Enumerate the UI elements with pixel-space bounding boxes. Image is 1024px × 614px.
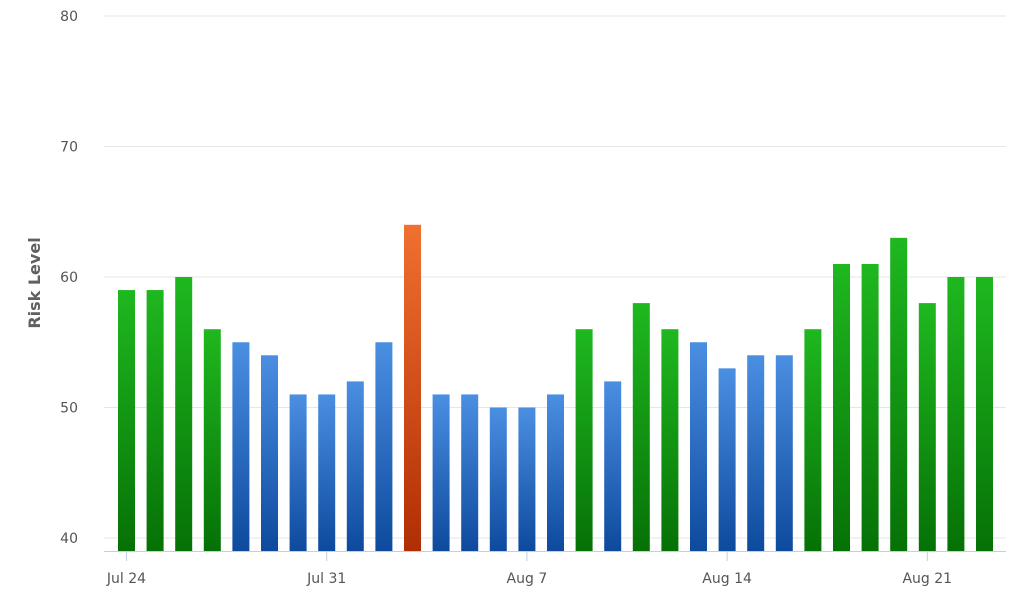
- bar: [861, 263, 879, 552]
- bar: [404, 224, 421, 552]
- bar: [175, 277, 193, 552]
- bar: [661, 329, 679, 552]
- bar: [833, 263, 850, 552]
- bar: [261, 355, 278, 552]
- x-axis-ticks: Jul 24 Jul 31 Aug 7 Aug 14 Aug 21: [106, 551, 952, 587]
- bar: [718, 368, 736, 552]
- bar: [289, 394, 307, 552]
- bars: [118, 224, 993, 552]
- y-tick-label: 50: [60, 401, 78, 417]
- y-tick-label: 40: [60, 531, 78, 547]
- x-tick-label: Jul 24: [106, 571, 146, 587]
- bar: [775, 355, 793, 552]
- bar: [146, 290, 164, 552]
- bar: [346, 381, 364, 552]
- x-tick-label: Aug 7: [507, 571, 548, 587]
- bar: [976, 277, 993, 552]
- bar: [690, 342, 707, 552]
- bar: [518, 407, 536, 552]
- bar: [604, 381, 622, 552]
- bar: [375, 342, 393, 552]
- x-tick-label: Aug 21: [902, 571, 952, 587]
- bar: [118, 290, 135, 552]
- y-tick-label: 70: [60, 140, 78, 156]
- bar: [461, 394, 479, 552]
- bar: [804, 329, 822, 552]
- bar: [489, 407, 507, 552]
- y-tick-label: 80: [60, 9, 78, 25]
- grid-lines: [104, 15, 1006, 539]
- x-tick-label: Aug 14: [702, 571, 752, 587]
- y-tick-label: 60: [60, 270, 78, 286]
- bar: [947, 277, 965, 552]
- bar: [232, 342, 250, 552]
- bar: [547, 394, 564, 552]
- bar: [575, 329, 593, 552]
- bar: [632, 303, 650, 552]
- y-axis-ticks: 40 50 60 70 80: [60, 9, 78, 547]
- bar: [918, 303, 936, 552]
- bar: [890, 237, 908, 552]
- bar: [203, 329, 221, 552]
- bar: [747, 355, 765, 552]
- bar: [318, 394, 336, 552]
- x-tick-label: Jul 31: [306, 571, 346, 587]
- y-axis-title: Risk Level: [25, 237, 44, 328]
- bar: [432, 394, 450, 552]
